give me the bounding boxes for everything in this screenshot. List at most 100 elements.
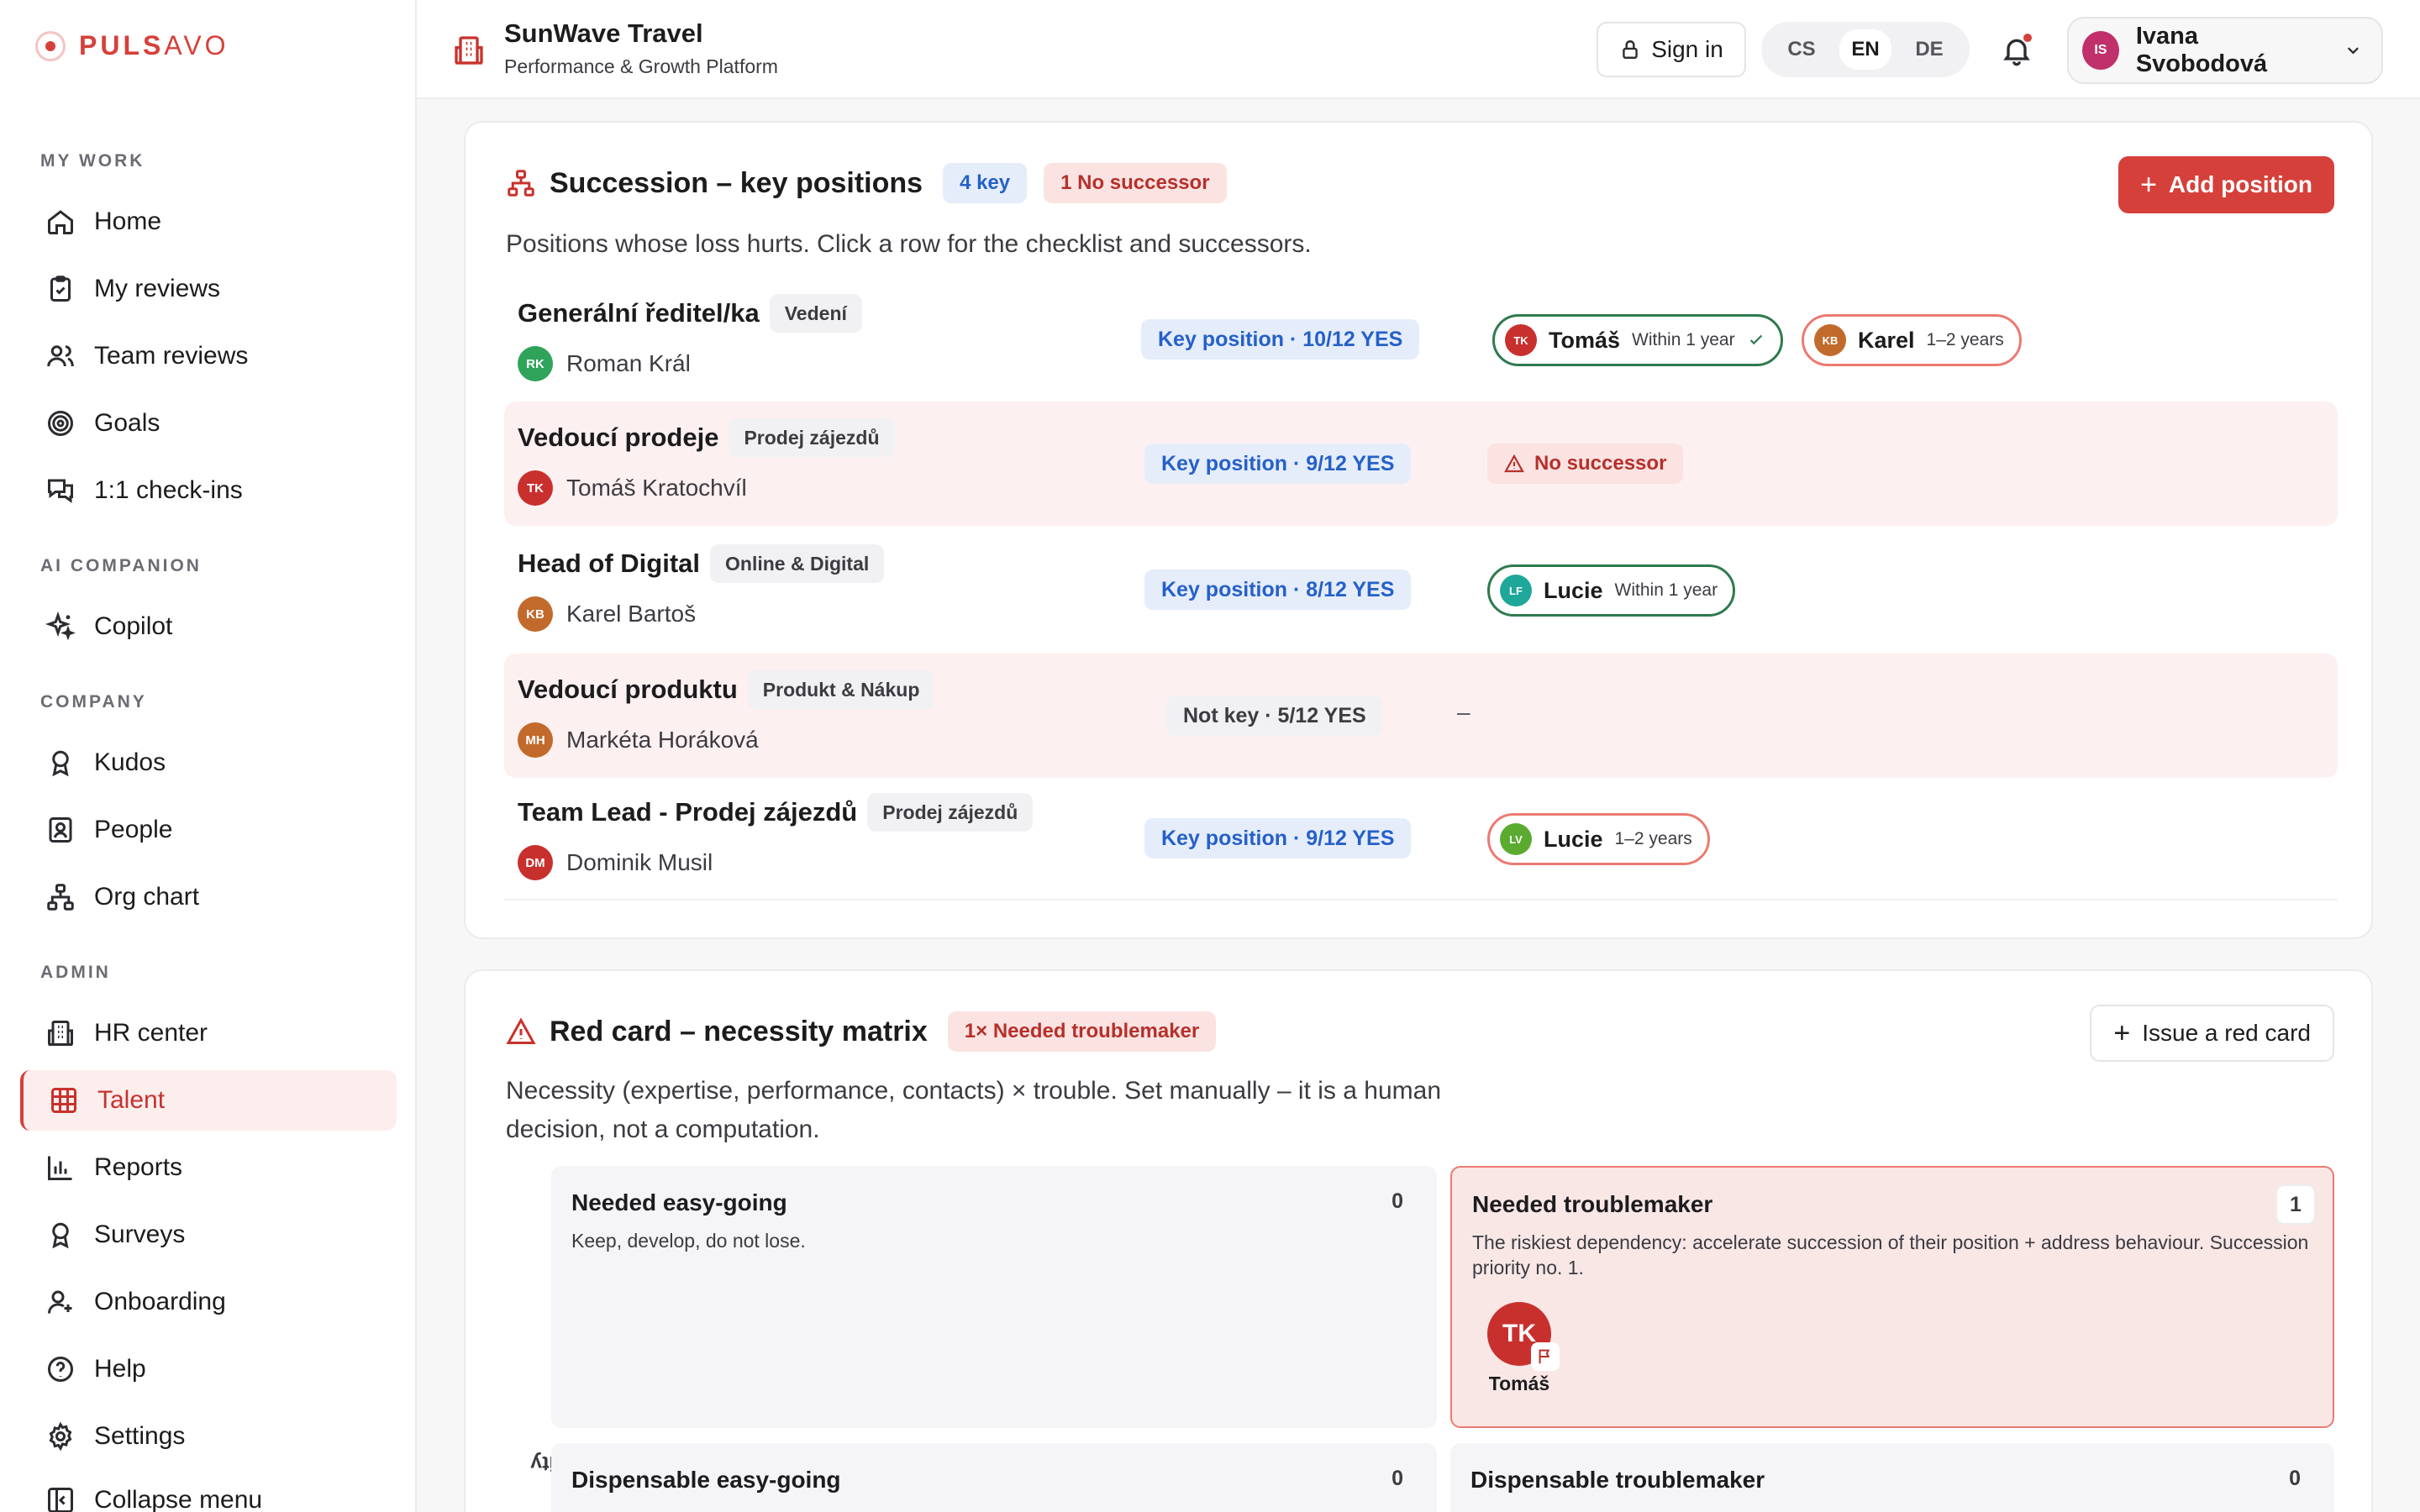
description-line: Necessity (expertise, performance, conta… bbox=[506, 1077, 1442, 1105]
chat-icon bbox=[48, 479, 73, 503]
quadrant-title: Dispensable troublemaker bbox=[1470, 1467, 1765, 1493]
quadrant-description: Keep, develop, do not lose. bbox=[571, 1230, 806, 1252]
successor-chip[interactable]: LV Lucie 1–2 years bbox=[1487, 813, 1710, 865]
home-icon bbox=[48, 210, 73, 234]
sidebar-item-kudos[interactable]: Kudos bbox=[20, 732, 397, 793]
collapse-menu-button[interactable]: Collapse menu bbox=[20, 1470, 397, 1512]
sidebar-item-org-chart[interactable]: Org chart bbox=[20, 867, 397, 927]
position-name: Generální ředitel/ka bbox=[518, 298, 760, 328]
avatar: TK bbox=[1505, 324, 1537, 356]
add-position-button[interactable]: + Add position bbox=[2118, 156, 2334, 213]
avatar: RK bbox=[518, 346, 553, 381]
sidebar: PULSAVO MY WORK Home My reviews Team rev… bbox=[0, 0, 417, 1512]
holder-name: Roman Král bbox=[566, 350, 691, 376]
avatar-initials: TK bbox=[1502, 1320, 1536, 1347]
sidebar-item-label: Goals bbox=[94, 409, 160, 437]
logo[interactable]: PULSAVO bbox=[35, 30, 229, 61]
red-card-description: Necessity (expertise, performance, conta… bbox=[506, 1072, 1441, 1149]
sign-in-button[interactable]: Sign in bbox=[1597, 22, 1746, 77]
succession-row[interactable]: Generální ředitel/ka Vedení RK Roman Král … bbox=[504, 277, 2338, 402]
key-position-badge: Key position · 9/12 YES bbox=[1144, 818, 1412, 858]
holder-name: Markéta Horáková bbox=[566, 727, 759, 753]
succession-row[interactable]: Vedoucí prodeje Prodej zájezdů TK Tomáš Kr… bbox=[504, 402, 2338, 526]
warning-icon bbox=[506, 1017, 536, 1044]
sidebar-item-my-reviews[interactable]: My reviews bbox=[20, 259, 397, 319]
sidebar-item-talent[interactable]: Talent bbox=[20, 1070, 397, 1131]
target-icon bbox=[48, 411, 73, 436]
avatar: TK bbox=[1487, 1302, 1560, 1371]
succession-card: Succession – key positions 4 key 1 No su… bbox=[464, 121, 2373, 939]
sidebar-item-label: Copilot bbox=[94, 612, 173, 640]
check-icon bbox=[1749, 334, 1762, 345]
sidebar-item-label: 1:1 check-ins bbox=[94, 476, 243, 504]
succession-row[interactable]: Vedoucí produktu Produkt & Nákup MH Markét… bbox=[504, 654, 2338, 778]
successor-chip[interactable]: KB Karel 1–2 years bbox=[1802, 314, 2022, 366]
no-successors-dash: – bbox=[1457, 699, 1470, 725]
troublemaker-badge: 1× Needed troublemaker bbox=[947, 1011, 1217, 1052]
successor-name: Lucie bbox=[1544, 826, 1603, 852]
plus-icon: + bbox=[2140, 168, 2157, 201]
position-name: Vedoucí prodeje bbox=[518, 423, 719, 452]
successor-name: Tomáš bbox=[1549, 327, 1621, 353]
quadrant-needed-easy-going[interactable]: Needed easy-going Keep, develop, do not … bbox=[551, 1166, 1437, 1428]
successor-chip[interactable]: LF Lucie Within 1 year bbox=[1487, 564, 1736, 617]
successor-chip[interactable]: TK Tomáš Within 1 year bbox=[1492, 314, 1783, 366]
lang-en[interactable]: EN bbox=[1839, 29, 1891, 70]
user-menu[interactable]: IS Ivana Svobodová bbox=[2067, 17, 2383, 84]
clipboard-icon bbox=[50, 276, 71, 302]
contact-icon bbox=[49, 817, 72, 843]
readiness: Within 1 year bbox=[1614, 580, 1718, 600]
holder-name: Karel Bartoš bbox=[566, 601, 697, 627]
building-icon bbox=[48, 1021, 73, 1046]
quadrant-dispensable-easy-going[interactable]: Dispensable easy-going 0 bbox=[551, 1443, 1437, 1512]
quadrant-title: Needed easy-going bbox=[571, 1189, 787, 1215]
succession-row[interactable]: Team Lead - Prodej zájezdů Prodej zájezdů… bbox=[504, 776, 2338, 900]
description-line: decision, not a computation. bbox=[506, 1116, 820, 1143]
issue-red-card-button[interactable]: + Issue a red card bbox=[2090, 1005, 2334, 1062]
sidebar-item-settings[interactable]: Settings bbox=[20, 1406, 397, 1467]
key-position-badge: Key position · 8/12 YES bbox=[1144, 570, 1412, 610]
sidebar-item-team-reviews[interactable]: Team reviews bbox=[20, 326, 397, 386]
position-name: Team Lead - Prodej zájezdů bbox=[518, 797, 858, 827]
red-card-title-row: Red card – necessity matrix 1× Needed tr… bbox=[506, 1011, 1217, 1052]
no-successor-tag: No successor bbox=[1487, 444, 1684, 484]
quadrant-needed-troublemaker[interactable]: Needed troublemaker The riskiest depende… bbox=[1450, 1166, 2334, 1428]
sidebar-item-reports[interactable]: Reports bbox=[20, 1137, 397, 1198]
sidebar-item-onboarding[interactable]: Onboarding bbox=[20, 1272, 397, 1332]
avatar: DM bbox=[518, 845, 553, 880]
sidebar-item-check-ins[interactable]: 1:1 check-ins bbox=[20, 460, 397, 521]
sidebar-item-people[interactable]: People bbox=[20, 800, 397, 860]
avatar: LF bbox=[1500, 575, 1532, 606]
department-tag: Produkt & Nákup bbox=[747, 670, 935, 709]
readiness: 1–2 years bbox=[1614, 829, 1692, 848]
sidebar-item-label: Home bbox=[94, 207, 162, 235]
sidebar-item-goals[interactable]: Goals bbox=[20, 393, 397, 454]
sidebar-item-copilot[interactable]: Copilot bbox=[20, 596, 397, 657]
sidebar-item-home[interactable]: Home bbox=[20, 192, 397, 252]
sidebar-item-help[interactable]: Help bbox=[20, 1339, 397, 1399]
quadrant-count: 0 bbox=[1392, 1467, 1403, 1490]
avatar: IS bbox=[2082, 31, 2119, 70]
holder-name: Dominik Musil bbox=[566, 849, 713, 875]
sidebar-item-surveys[interactable]: Surveys bbox=[20, 1205, 397, 1265]
notifications-button[interactable] bbox=[2000, 32, 2033, 67]
department-tag: Prodej zájezdů bbox=[867, 793, 1034, 832]
quadrant-dispensable-troublemaker[interactable]: Dispensable troublemaker 0 bbox=[1450, 1443, 2334, 1512]
lang-de[interactable]: DE bbox=[1915, 38, 1944, 60]
sidebar-item-label: Reports bbox=[94, 1153, 183, 1181]
key-position-badge: Key position · 10/12 YES bbox=[1141, 319, 1420, 360]
sidebar-item-hr-center[interactable]: HR center bbox=[20, 1003, 397, 1063]
sidebar-item-label: My reviews bbox=[94, 275, 221, 302]
avatar: KB bbox=[518, 596, 553, 632]
sidebar-item-label: Org chart bbox=[94, 883, 200, 911]
quadrant-count: 0 bbox=[1392, 1189, 1403, 1213]
collapse-icon bbox=[48, 1488, 73, 1512]
org-chart-icon bbox=[47, 884, 74, 911]
position-name: Vedoucí produktu bbox=[518, 675, 738, 704]
red-card-person[interactable]: TK Tomáš bbox=[1486, 1302, 1560, 1395]
successor-name: Lucie bbox=[1544, 577, 1603, 603]
succession-row[interactable]: Head of Digital Online & Digital KB Karel … bbox=[504, 528, 2338, 652]
sidebar-item-label: Help bbox=[94, 1355, 146, 1383]
lang-cs[interactable]: CS bbox=[1787, 38, 1816, 60]
department-tag: Vedení bbox=[769, 294, 862, 333]
